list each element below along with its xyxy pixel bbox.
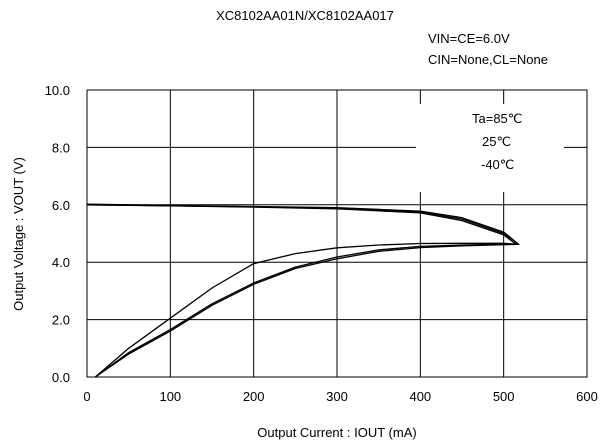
x-tick-label-400: 400	[409, 389, 431, 404]
legend-entry-85c: Ta=85℃	[472, 111, 522, 126]
y-tick-label-2.0: 2.0	[52, 313, 70, 328]
x-axis-label: Output Current : IOUT (mA)	[257, 425, 416, 440]
y-tick-label-10.0: 10.0	[45, 83, 70, 98]
legend-entry-minus40c: -40℃	[481, 157, 514, 172]
x-tick-label-0: 0	[83, 389, 90, 404]
x-tick-label-600: 600	[576, 389, 598, 404]
y-tick-label-0.0: 0.0	[52, 370, 70, 385]
condition-cin-cl: CIN=None,CL=None	[428, 52, 548, 67]
series-line-2	[86, 203, 520, 378]
x-tick-labels: 0 100 200 300 400 500 600	[83, 389, 597, 404]
x-tick-label-200: 200	[243, 389, 265, 404]
y-tick-label-4.0: 4.0	[52, 255, 70, 270]
series-layer	[86, 203, 520, 378]
y-axis-label: Output Voltage : VOUT (V)	[11, 157, 26, 311]
legend-box	[416, 104, 564, 192]
y-tick-labels: 0.0 2.0 4.0 6.0 8.0 10.0	[45, 83, 70, 385]
x-tick-label-300: 300	[326, 389, 348, 404]
y-tick-label-8.0: 8.0	[52, 140, 70, 155]
x-tick-label-500: 500	[493, 389, 515, 404]
condition-vin: VIN=CE=6.0V	[428, 31, 510, 46]
chart-title: XC8102AA01N/XC8102AA017	[216, 8, 394, 23]
y-tick-label-6.0: 6.0	[52, 198, 70, 213]
legend: Ta=85℃ 25℃ -40℃	[416, 104, 564, 192]
legend-entry-25c: 25℃	[482, 134, 511, 149]
x-tick-label-100: 100	[159, 389, 181, 404]
plot-frame	[86, 89, 588, 378]
